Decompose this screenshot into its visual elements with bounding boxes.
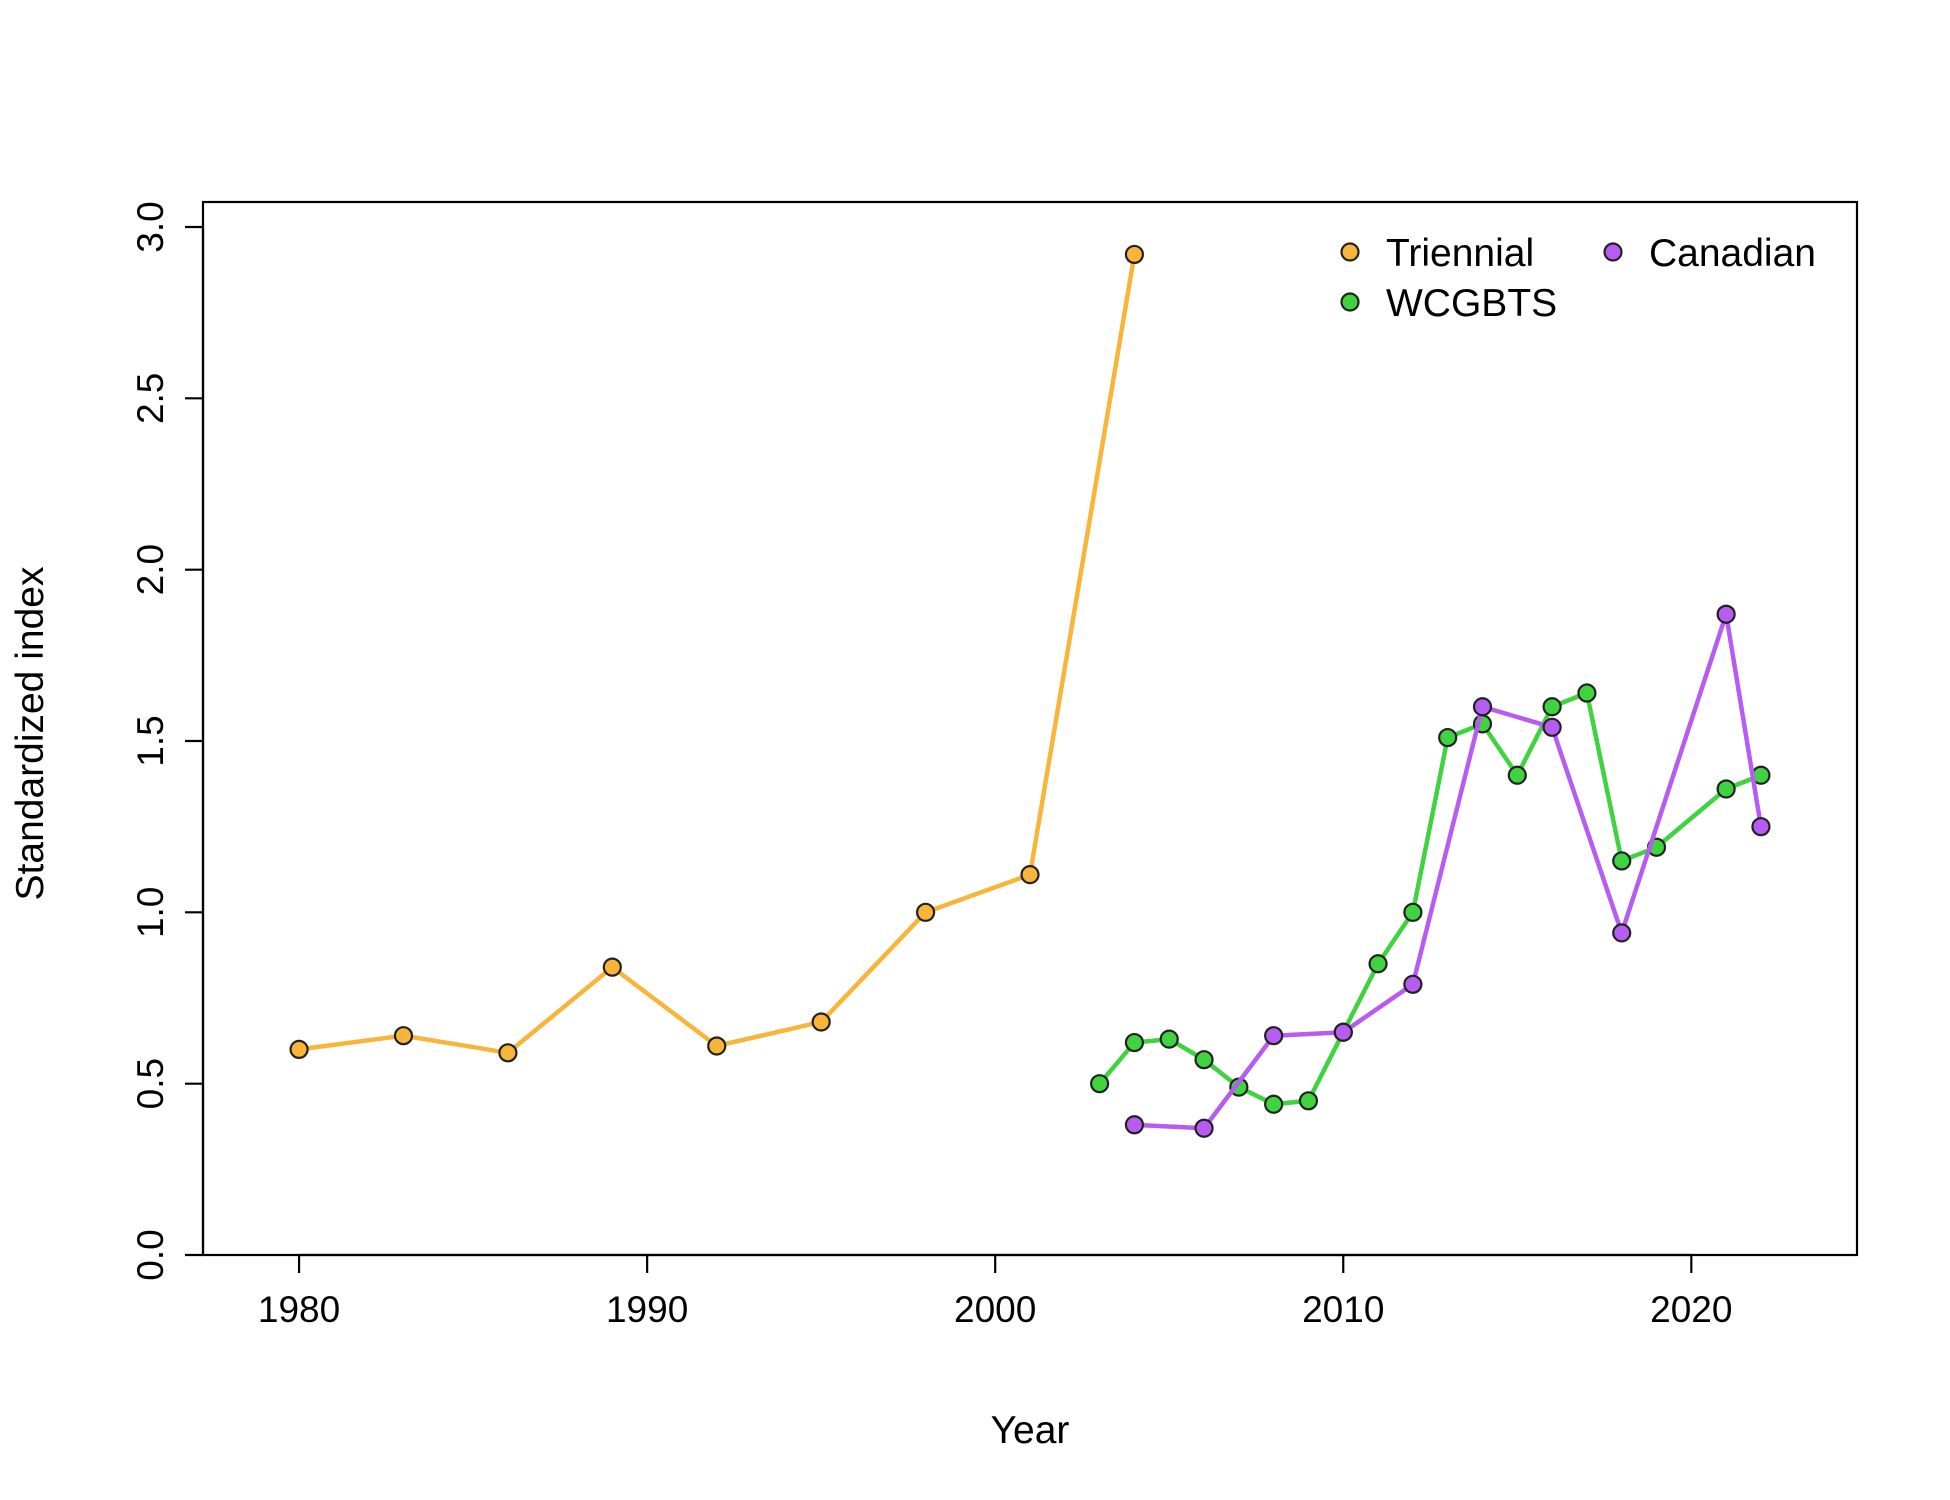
data-point-wcgbts — [1542, 697, 1562, 717]
data-point-wcgbts — [1298, 1091, 1319, 1111]
series-wcgbts — [1090, 683, 1771, 1114]
legend-label-wcgbts: WCGBTS — [1386, 282, 1557, 325]
series-triennial — [289, 244, 1145, 1063]
y-tick-label: 3.0 — [130, 201, 171, 252]
series-line-wcgbts — [1097, 690, 1764, 1107]
data-point-triennial — [393, 1026, 414, 1046]
x-tick-label: 1990 — [606, 1289, 688, 1330]
legend-marker-wcgbts — [1340, 292, 1360, 312]
series-canadian — [1124, 604, 1771, 1138]
legend-label-triennial: Triennial — [1386, 232, 1534, 275]
x-tick-label: 2020 — [1650, 1289, 1732, 1330]
data-point-wcgbts — [1194, 1050, 1214, 1070]
x-tick-label: 2010 — [1302, 1289, 1384, 1330]
data-point-triennial — [915, 902, 936, 922]
data-point-canadian — [1333, 1022, 1353, 1042]
series-line-triennial — [296, 252, 1137, 1056]
data-point-wcgbts — [1577, 683, 1597, 703]
y-axis-title: Standardized index — [9, 566, 52, 900]
data-point-canadian — [1264, 1026, 1284, 1046]
axes-layer: 1980 1990 2000 2010 2020 0.0 0.5 1.0 1.5 2.0 2.5 3… — [9, 200, 1859, 1452]
y-tick-label: 1.5 — [130, 715, 171, 766]
data-point-triennial — [1020, 865, 1040, 885]
data-point-triennial — [707, 1036, 727, 1056]
x-axis-title: Year — [991, 1409, 1070, 1452]
plot-frame — [201, 200, 1859, 1257]
legend-item-triennial: Triennial — [1340, 232, 1534, 275]
data-point-wcgbts — [1438, 727, 1458, 748]
series-line-canadian — [1132, 611, 1764, 1131]
legend-item-canadian: Canadian — [1603, 232, 1816, 275]
data-point-canadian — [1124, 1115, 1145, 1135]
data-point-wcgbts — [1716, 779, 1736, 799]
data-point-canadian — [1194, 1118, 1214, 1138]
y-tick-label: 0.5 — [130, 1058, 171, 1109]
y-axis-ticks: 0.0 0.5 1.0 1.5 2.0 2.5 3.0 — [130, 201, 203, 1281]
data-point-wcgbts — [1403, 902, 1423, 922]
legend-marker-canadian — [1603, 242, 1623, 262]
data-point-triennial — [289, 1039, 309, 1060]
y-tick-label: 0.0 — [130, 1229, 171, 1280]
x-tick-label: 1980 — [258, 1289, 340, 1330]
data-point-wcgbts — [1612, 851, 1632, 871]
legend-label-canadian: Canadian — [1649, 232, 1816, 275]
data-point-triennial — [498, 1043, 518, 1063]
y-tick-label: 1.0 — [130, 887, 171, 938]
x-tick-label: 2000 — [954, 1289, 1036, 1330]
data-point-canadian — [1612, 923, 1632, 943]
data-point-triennial — [1124, 244, 1145, 265]
data-point-canadian — [1542, 717, 1562, 737]
data-point-wcgbts — [1090, 1074, 1110, 1094]
data-point-canadian — [1716, 604, 1736, 624]
data-point-wcgbts — [1507, 765, 1527, 785]
legend: Triennial Canadian WCGBTS — [1340, 232, 1816, 325]
data-point-wcgbts — [1368, 954, 1388, 974]
data-point-canadian — [1403, 974, 1423, 994]
y-tick-label: 2.0 — [130, 544, 171, 595]
data-point-wcgbts — [1159, 1029, 1179, 1049]
legend-item-wcgbts: WCGBTS — [1340, 282, 1557, 325]
data-point-canadian — [1472, 697, 1493, 717]
data-point-wcgbts — [1264, 1094, 1284, 1114]
legend-marker-triennial — [1340, 242, 1360, 262]
data-point-wcgbts — [1124, 1032, 1145, 1053]
series-layer — [289, 244, 1771, 1138]
data-point-canadian — [1751, 817, 1771, 837]
data-point-triennial — [602, 957, 622, 977]
data-point-triennial — [811, 1012, 831, 1032]
x-axis-ticks: 1980 1990 2000 2010 2020 — [258, 1255, 1732, 1330]
y-tick-label: 2.5 — [130, 373, 171, 424]
